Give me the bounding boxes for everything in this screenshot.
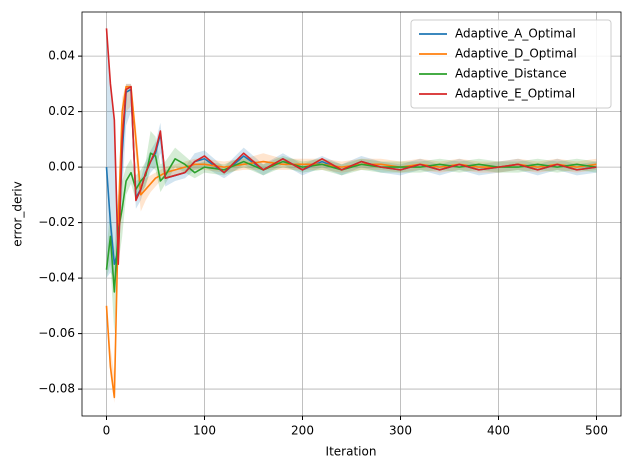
legend: Adaptive_A_Optimal Adaptive_D_Optimal Adap… bbox=[410, 19, 612, 109]
x-tick-label: 400 bbox=[487, 424, 510, 438]
legend-label: Adaptive_D_Optimal bbox=[455, 47, 577, 61]
y-tick-label: −0.04 bbox=[38, 271, 75, 285]
y-tick-label: −0.06 bbox=[38, 326, 75, 340]
error-band bbox=[106, 28, 597, 279]
x-tick-label: 500 bbox=[585, 424, 608, 438]
y-tick-label: −0.08 bbox=[38, 382, 75, 396]
error-band bbox=[106, 83, 597, 403]
legend-box bbox=[410, 19, 612, 109]
x-tick-label: 100 bbox=[193, 424, 216, 438]
legend-label: Adaptive_Distance bbox=[455, 67, 567, 81]
legend-label: Adaptive_A_Optimal bbox=[455, 27, 576, 41]
x-tick-label: 0 bbox=[103, 424, 111, 438]
x-tick-label: 300 bbox=[389, 424, 412, 438]
x-tick-label: 200 bbox=[291, 424, 314, 438]
x-axis-label: Iteration bbox=[326, 445, 377, 459]
series-line bbox=[105, 152, 597, 293]
y-tick-label: −0.02 bbox=[38, 215, 75, 229]
y-tick-label: 0.04 bbox=[48, 49, 75, 63]
series-line bbox=[105, 28, 597, 266]
y-tick-label: 0.00 bbox=[48, 160, 75, 174]
y-axis-label: error_deriv bbox=[11, 181, 25, 246]
legend-label: Adaptive_E_Optimal bbox=[455, 87, 575, 101]
plot-frame bbox=[81, 11, 622, 417]
series-line bbox=[105, 85, 597, 399]
y-tick-label: 0.02 bbox=[48, 104, 75, 118]
